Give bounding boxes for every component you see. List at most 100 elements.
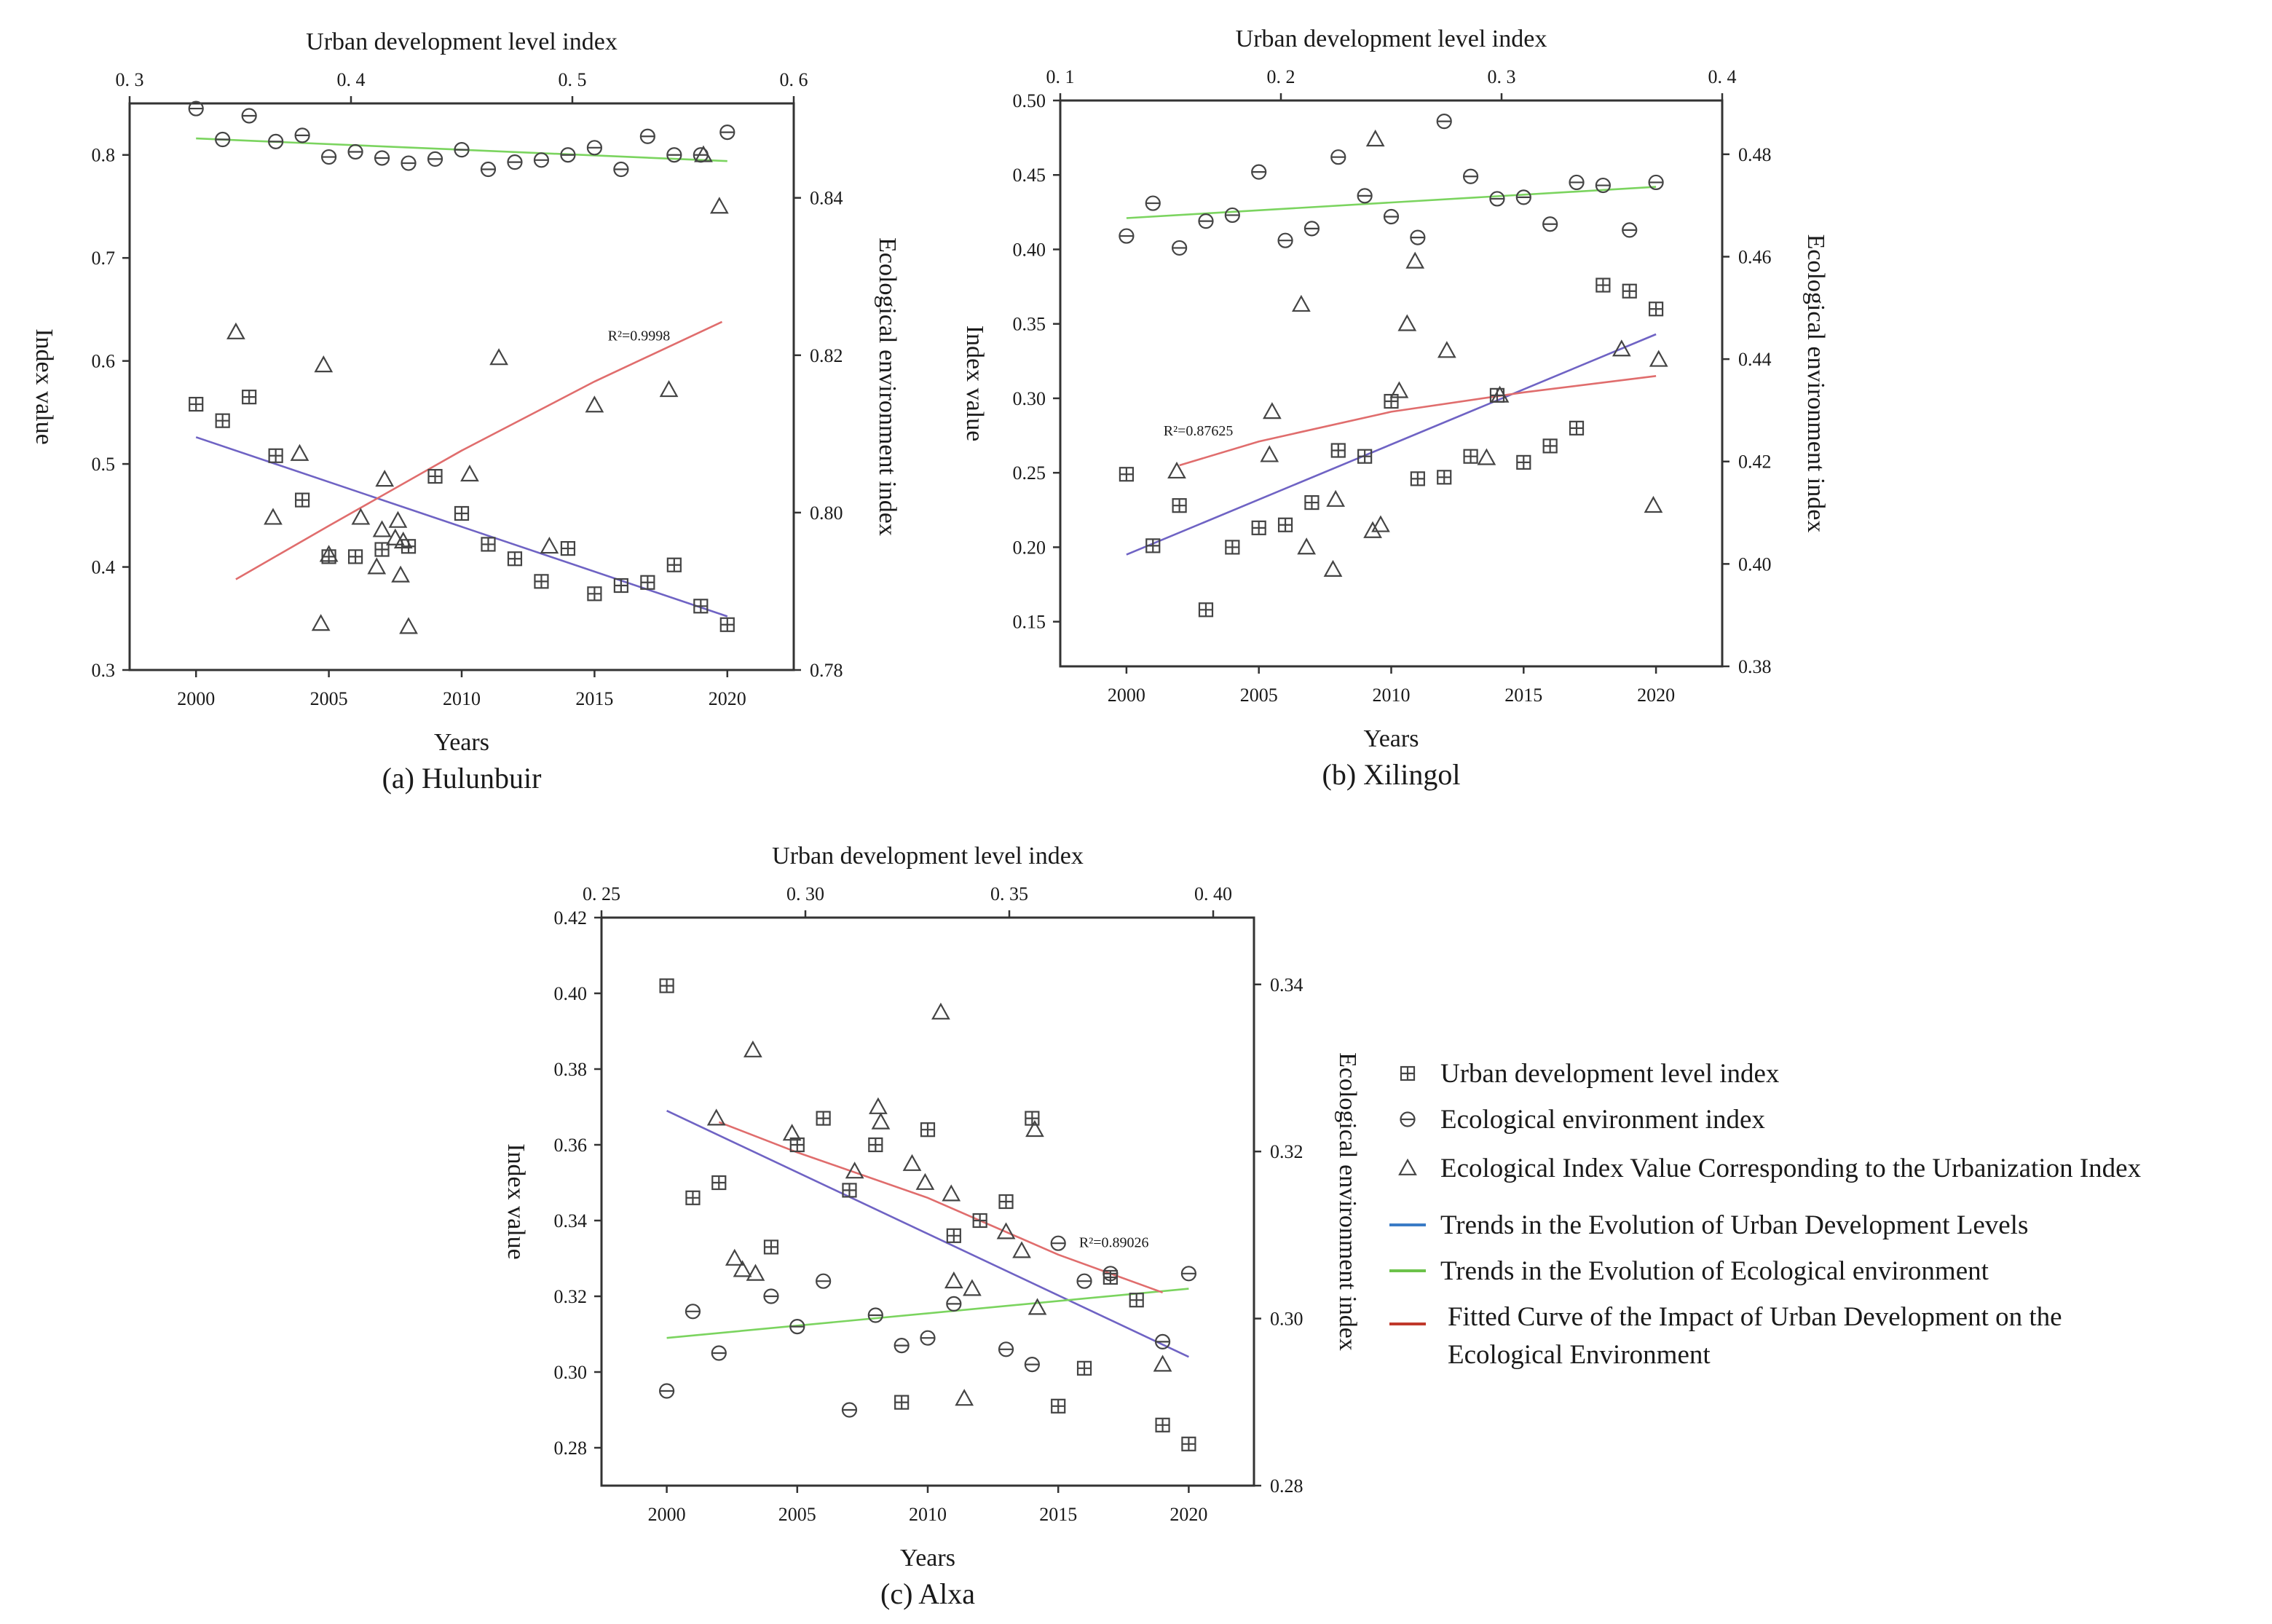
top-tick-label: 0. 3 xyxy=(116,69,144,90)
urban-index-point xyxy=(1622,283,1637,299)
eco-index-point xyxy=(560,147,576,163)
y-right-tick-label: 0.34 xyxy=(1270,974,1303,996)
top-tick-label: 0. 5 xyxy=(559,69,587,90)
legend-square-plus-glyph xyxy=(1400,1065,1416,1081)
eco-trend-line xyxy=(1126,186,1657,219)
eco-urbanization-point xyxy=(1612,339,1631,357)
urban-index-point xyxy=(711,1175,727,1191)
eco-index-point xyxy=(867,1307,883,1323)
y-right-axis-title: Ecological environment index xyxy=(1334,1052,1361,1351)
eco-index-point xyxy=(789,1318,805,1335)
urban-index-point xyxy=(1330,443,1346,458)
urban-index-point xyxy=(189,396,204,412)
urban-index-point xyxy=(347,549,363,564)
y-right-tick-label: 0.28 xyxy=(1270,1475,1303,1497)
eco-urbanization-point xyxy=(659,379,679,398)
y-left-tick-label: 0.30 xyxy=(554,1362,588,1383)
urban-index-point xyxy=(454,505,470,521)
eco-urbanization-point xyxy=(393,531,413,549)
top-tick-label: 0. 35 xyxy=(990,883,1028,904)
legend-circle-minus-glyph xyxy=(1400,1111,1416,1127)
urban-index-point xyxy=(868,1137,883,1153)
urban-index-point xyxy=(1463,449,1478,464)
urban-index-point xyxy=(1198,602,1214,618)
eco-index-point xyxy=(1277,232,1293,248)
eco-urbanization-point xyxy=(226,322,245,339)
y-right-tick-label: 0.40 xyxy=(1738,553,1772,575)
y-left-tick-label: 0.35 xyxy=(1013,314,1046,335)
urban-index-point xyxy=(719,617,735,632)
eco-urbanization-point xyxy=(399,617,418,634)
y-right-tick-label: 0.48 xyxy=(1738,144,1772,165)
fitted-curve-line xyxy=(1179,375,1657,467)
urban-index-point xyxy=(946,1228,961,1243)
legend-item-eco-trend: Trends in the Evolution of Ecological en… xyxy=(1389,1256,1989,1286)
top-tick-label: 0. 30 xyxy=(786,883,824,904)
eco-index-point xyxy=(639,128,655,144)
y-left-tick-label: 0.34 xyxy=(554,1210,588,1231)
eco-urbanization-point xyxy=(915,1172,935,1190)
x-axis-title: Years xyxy=(900,1545,955,1572)
eco-urbanization-point xyxy=(540,536,559,554)
eco-index-point xyxy=(1436,114,1452,130)
legend-square-plus-marker xyxy=(1400,1065,1416,1081)
eco-index-point xyxy=(294,127,310,143)
y-left-tick-label: 0.42 xyxy=(554,907,588,929)
eco-urbanization-point xyxy=(963,1279,982,1296)
urban-index-point xyxy=(295,492,310,508)
plot-frame xyxy=(1059,99,1724,668)
x-axis-title: Years xyxy=(1364,725,1419,752)
eco-urbanization-point xyxy=(1405,251,1425,269)
eco-urbanization-point xyxy=(1363,521,1382,538)
urban-index-point xyxy=(1155,1417,1170,1432)
urban-index-point xyxy=(972,1213,987,1229)
top-axis-title: Urban development level index xyxy=(772,843,1084,870)
urban-index-point xyxy=(693,599,709,614)
y-left-tick-label: 0.6 xyxy=(92,351,116,372)
eco-index-point xyxy=(215,131,231,148)
eco-index-point xyxy=(188,100,204,117)
urban-index-point xyxy=(1437,470,1452,485)
y-right-tick-label: 0.78 xyxy=(810,660,843,681)
urban-index-point xyxy=(920,1122,936,1138)
chart-panel-alxa: 2000 2005 2010 2015 2020 0.28 0.30 0.32 0.34 0.36… xyxy=(502,843,1361,1610)
eco-index-point xyxy=(1648,174,1664,191)
top-tick-label: 0. 6 xyxy=(780,69,808,90)
eco-index-point xyxy=(480,161,497,178)
x-tick-label: 2000 xyxy=(177,688,215,709)
y-left-axis-title: Index value xyxy=(502,1143,529,1260)
eco-index-point xyxy=(1224,207,1240,224)
eco-urbanization-point xyxy=(725,1248,744,1266)
eco-urbanization-point xyxy=(869,1097,888,1114)
eco-index-point xyxy=(1050,1235,1066,1251)
urban-index-point xyxy=(1516,454,1531,470)
y-right-axis-title: Ecological environment index xyxy=(1802,234,1829,533)
eco-urbanization-point xyxy=(1012,1241,1031,1258)
urban-index-point xyxy=(1569,420,1585,435)
legend-circle-minus-marker xyxy=(1400,1111,1416,1127)
urban-trend-line xyxy=(195,436,728,618)
legend-item-eco-value-urbanization: Ecological Index Value Corresponding to … xyxy=(1398,1154,2142,1183)
eco-urbanization-point xyxy=(746,1264,765,1281)
eco-index-point xyxy=(1515,189,1531,205)
urban-index-point xyxy=(640,575,655,590)
eco-index-point xyxy=(401,155,417,171)
eco-urbanization-point xyxy=(902,1154,922,1171)
eco-index-point xyxy=(1103,1266,1119,1282)
top-tick-label: 0. 2 xyxy=(1267,66,1295,87)
urban-index-point xyxy=(998,1194,1014,1210)
panel-caption: (b) Xilingol xyxy=(1322,758,1461,791)
eco-urbanization-point xyxy=(391,565,410,583)
eco-index-point xyxy=(1172,240,1188,256)
urban-index-point xyxy=(268,448,283,463)
y-right-tick-label: 0.32 xyxy=(1270,1141,1303,1162)
eco-urbanization-point xyxy=(1437,341,1456,358)
x-tick-label: 2020 xyxy=(709,688,746,709)
eco-urbanization-point xyxy=(264,508,283,525)
eco-index-point xyxy=(321,149,337,165)
urban-index-point xyxy=(1277,517,1293,532)
eco-urbanization-point xyxy=(706,1108,726,1126)
y-right-tick-label: 0.30 xyxy=(1270,1309,1303,1330)
top-axis-title: Urban development level index xyxy=(1236,25,1547,52)
legend-item-urban-trend: Trends in the Evolution of Urban Develop… xyxy=(1389,1210,2028,1240)
